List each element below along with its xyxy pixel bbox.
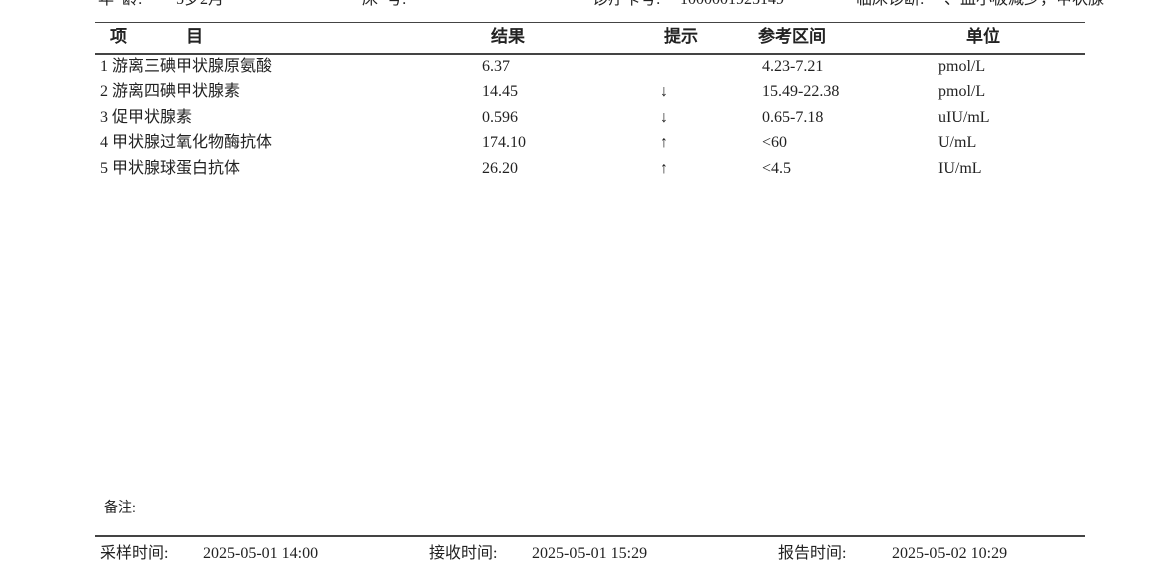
reference-range: 15.49-22.38: [762, 83, 840, 100]
bed-label: 床 号:: [362, 0, 406, 10]
reference-range: <60: [762, 134, 788, 151]
unit: uIU/mL: [938, 109, 990, 126]
result: 14.45: [482, 83, 518, 100]
result: 26.20: [482, 160, 518, 177]
unit: pmol/L: [938, 83, 986, 100]
hint-arrow: ↓: [660, 83, 668, 100]
column-header: 参考区间: [758, 27, 826, 47]
report-label: 报告时间:: [778, 545, 847, 562]
item-name: 1 游离三碘甲状腺原氨酸: [100, 58, 273, 75]
column-header: 提示: [664, 27, 698, 47]
result: 174.10: [482, 134, 526, 151]
reference-range: <4.5: [762, 160, 792, 177]
report-time: 2025-05-02 10:29: [892, 545, 1008, 562]
unit: pmol/L: [938, 58, 986, 75]
receive-time: 2025-05-01 15:29: [532, 545, 648, 562]
diagnosis: 、血小板减少，甲状腺: [944, 0, 1104, 10]
receive-label: 接收时间:: [429, 545, 498, 562]
result: 0.596: [482, 109, 518, 126]
column-header: 结果: [491, 27, 525, 47]
column-header: 单位: [966, 27, 1000, 47]
age: 5岁2月: [176, 0, 224, 10]
sample-time: 2025-05-01 14:00: [203, 545, 319, 562]
hint-arrow: ↑: [660, 134, 668, 151]
card-label: 诊疗卡号:: [592, 0, 660, 10]
item-name: 4 甲状腺过氧化物酶抗体: [100, 134, 273, 151]
reference-range: 4.23-7.21: [762, 58, 824, 75]
card-number: 1000001925149: [680, 0, 784, 10]
reference-range: 0.65-7.18: [762, 109, 824, 126]
diagnosis-label: 临床诊断:: [856, 0, 924, 10]
footer-rule: [95, 535, 1085, 537]
unit: IU/mL: [938, 160, 982, 177]
column-header: 项 目: [110, 27, 204, 47]
hint-arrow: ↑: [660, 160, 668, 177]
table-top-rule: [95, 22, 1085, 23]
item-name: 3 促甲状腺素: [100, 109, 193, 126]
result: 6.37: [482, 58, 510, 75]
item-name: 5 甲状腺球蛋白抗体: [100, 160, 241, 177]
unit: U/mL: [938, 134, 977, 151]
sample-label: 采样时间:: [100, 545, 169, 562]
item-name: 2 游离四碘甲状腺素: [100, 83, 241, 100]
table-header-rule: [95, 53, 1085, 55]
hint-arrow: ↓: [660, 109, 668, 126]
remark-label: 备注:: [104, 501, 136, 516]
age-label: 年 龄:: [98, 0, 142, 10]
